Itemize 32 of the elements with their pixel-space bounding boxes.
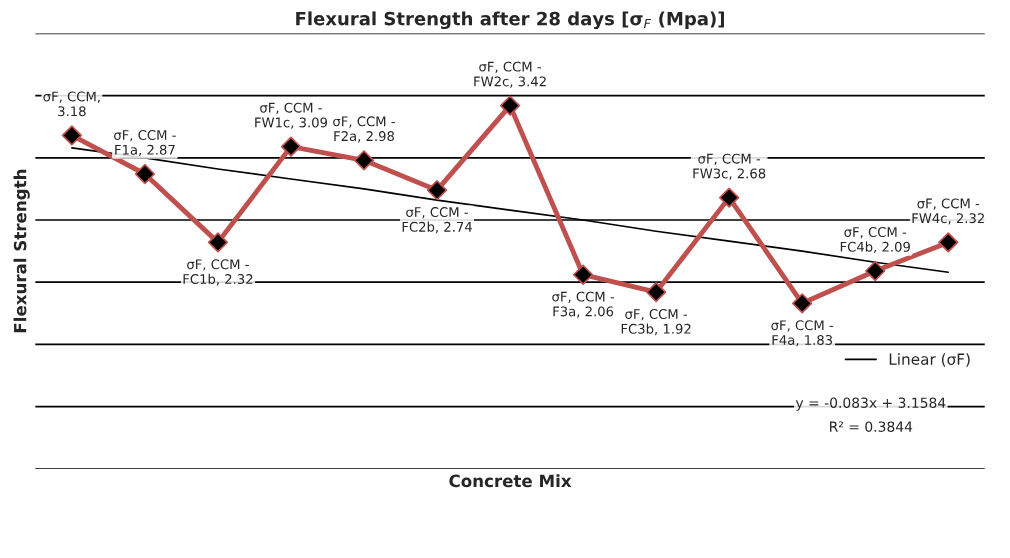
point xyxy=(61,125,83,146)
data-label: σF, CCM - FC4b, 2.09 xyxy=(840,227,910,254)
annotation: R² = 0.3844 xyxy=(830,421,913,432)
x-axis-title: Concrete Mix xyxy=(449,474,572,488)
legend-label: Linear (σF) xyxy=(889,353,970,367)
point xyxy=(865,260,886,282)
data-label: σF, CCM - FC3b, 1.92 xyxy=(621,309,691,336)
point xyxy=(134,163,156,185)
data-label: σF, CCM - FW2c, 3.42 xyxy=(474,61,546,88)
point xyxy=(718,187,740,208)
data-label: σF, CCM, 3.18 xyxy=(43,91,100,117)
point xyxy=(572,264,594,285)
point xyxy=(645,281,667,303)
data-label: σF, CCM - F2a, 2.98 xyxy=(333,116,395,143)
data-label: σF, CCM - FW1c, 3.09 xyxy=(255,102,328,129)
point xyxy=(207,232,229,253)
data-label: σF, CCM - FW4c, 2.32 xyxy=(912,198,984,225)
data-label: σF, CCM - FC2b, 2.74 xyxy=(402,207,472,234)
y-axis-title: Flexural Strength xyxy=(13,169,30,333)
data-label: σF, CCM - FW3c, 2.68 xyxy=(693,153,766,180)
data-label: σF, CCM - F1a, 2.87 xyxy=(114,130,176,157)
point xyxy=(499,95,521,116)
chart-title: Flexural Strength after 28 days [σ$_{F}$ (Mpa)] xyxy=(296,11,724,30)
point xyxy=(353,150,375,171)
annotation: y = -0.083x + 3.1584 xyxy=(795,397,946,411)
data-label: σF, CCM - FC1b, 2.32 xyxy=(183,259,253,286)
data-label: σF, CCM - F4a, 1.83 xyxy=(771,320,834,347)
point xyxy=(792,293,813,314)
point xyxy=(938,232,959,253)
point xyxy=(426,180,448,201)
point xyxy=(280,136,302,157)
data-label: σF, CCM - F3a, 2.06 xyxy=(552,291,614,318)
